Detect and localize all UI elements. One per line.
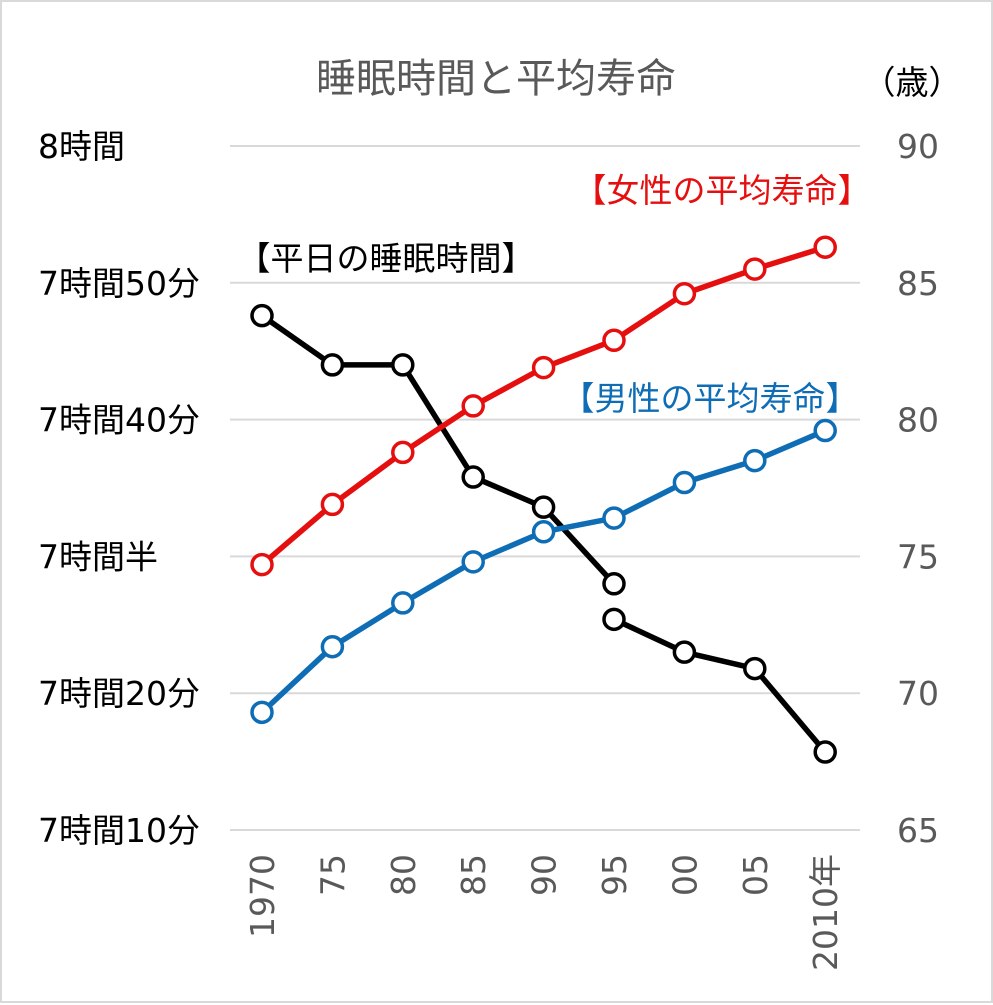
sleep-series-point	[672, 640, 697, 664]
female-series-point	[813, 235, 837, 259]
sleep-series-point	[743, 656, 767, 681]
right-tick-label: 65	[897, 811, 939, 850]
male-series-point	[250, 700, 274, 725]
chart-title: 睡眠時間と平均寿命	[316, 56, 676, 102]
sleep-series-point	[602, 572, 626, 596]
female-series-point	[743, 257, 767, 281]
sleep-series-point	[813, 740, 837, 764]
sleep-series-line	[260, 313, 617, 586]
sleep-series-point	[461, 465, 485, 489]
male-series-point	[672, 470, 697, 495]
sleep-series-point	[250, 303, 274, 328]
x-tick-label: 75	[313, 854, 352, 896]
female-series-point	[461, 394, 485, 418]
sleep-series-point	[391, 353, 415, 377]
left-tick-label: 7時間10分	[38, 811, 200, 850]
right-tick-label: 85	[897, 264, 939, 303]
male-series-point	[461, 550, 485, 574]
x-tick-label: 1970	[243, 854, 282, 938]
left-tick-label: 7時間40分	[38, 401, 200, 440]
right-axis-unit: （歳）	[863, 63, 962, 102]
female-series-point	[531, 355, 556, 380]
male-series-point	[531, 520, 556, 544]
sleep-series-label: 【平日の睡眠時間】	[238, 239, 535, 278]
right-tick-label: 75	[897, 537, 939, 576]
male-series-point	[813, 418, 837, 443]
left-tick-label: 7時間半	[38, 537, 158, 576]
right-tick-label: 90	[897, 127, 939, 166]
right-tick-label: 70	[897, 674, 939, 713]
x-tick-label: 00	[665, 854, 704, 896]
x-tick-label: 2010年	[806, 854, 845, 971]
sleep-series-point	[602, 607, 626, 632]
male-series-point	[391, 591, 415, 615]
left-tick-label: 8時間	[38, 127, 125, 166]
female-series-label: 【女性の平均寿命】	[574, 171, 871, 210]
female-series-point	[391, 440, 415, 465]
sleep-series-point	[531, 495, 556, 519]
male-series-point	[602, 506, 626, 530]
series-markers	[250, 235, 837, 764]
gridlines	[230, 145, 860, 831]
male-series-label: 【男性の平均寿命】	[562, 379, 859, 418]
axis-labels: 8時間 7時間50分 7時間40分 7時間半 7時間20分 7時間10分 90 85 80 75 7…	[38, 127, 939, 971]
x-tick-label: 05	[736, 854, 775, 896]
x-tick-label: 85	[454, 854, 493, 896]
male-series-point	[743, 448, 767, 473]
x-tick-label: 90	[525, 854, 564, 896]
male-series-line	[260, 428, 827, 715]
x-tick-label: 80	[384, 854, 423, 896]
left-tick-label: 7時間50分	[38, 264, 200, 303]
left-tick-label: 7時間20分	[38, 674, 200, 713]
x-tick-label: 95	[595, 854, 634, 896]
sleep-series-point	[320, 353, 345, 377]
female-series-point	[320, 492, 345, 517]
male-series-point	[320, 634, 345, 659]
female-series-point	[250, 552, 274, 577]
right-tick-label: 80	[897, 401, 939, 440]
female-series-point	[672, 281, 697, 306]
sleep-series-line	[612, 616, 828, 754]
female-series-point	[602, 328, 626, 353]
